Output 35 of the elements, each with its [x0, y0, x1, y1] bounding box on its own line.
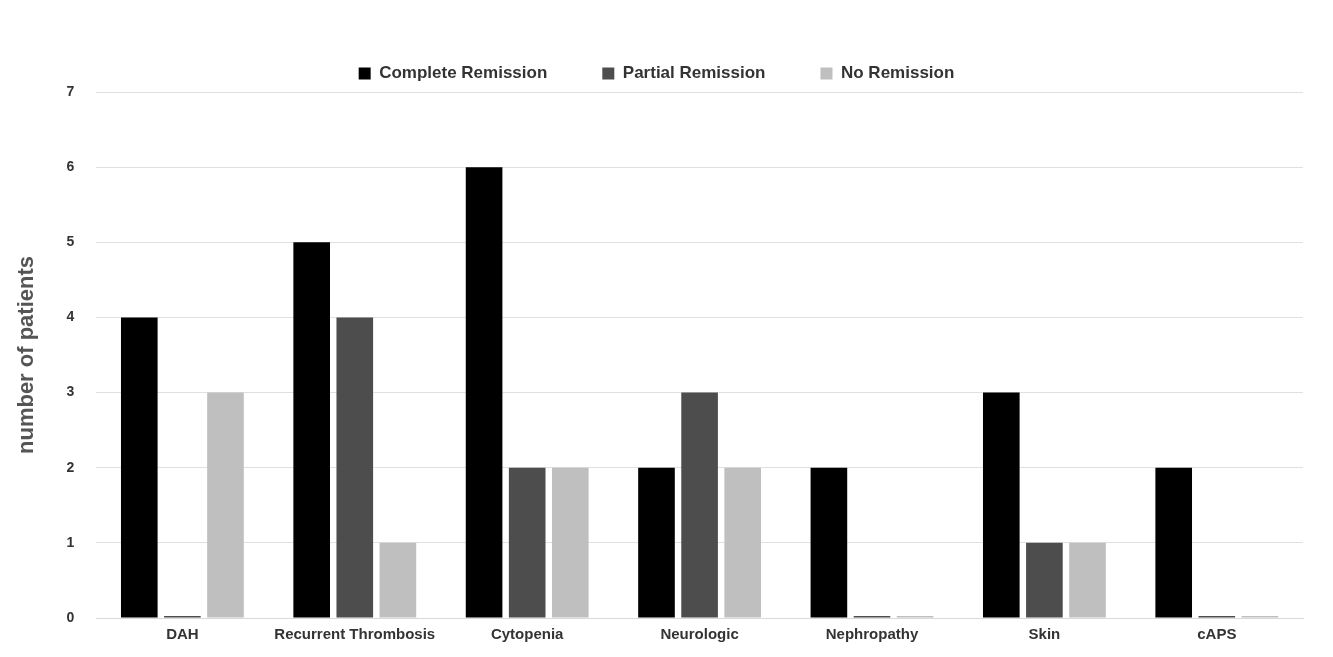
x-tick-label: Nephropathy	[825, 625, 919, 643]
bar	[551, 467, 589, 618]
legend-label: No Remission	[840, 63, 955, 83]
bar	[508, 467, 546, 618]
bar	[982, 392, 1020, 618]
x-tick-label: Neurologic	[660, 625, 739, 643]
y-tick-label: 5	[66, 233, 75, 250]
bar	[120, 317, 158, 618]
x-tick-label: Cytopenia	[490, 625, 565, 643]
x-tick-label: Skin	[1028, 625, 1061, 643]
bar	[1155, 467, 1193, 618]
bar	[336, 317, 374, 618]
y-tick-label: 2	[66, 458, 75, 475]
bar	[810, 467, 848, 618]
bar	[379, 542, 417, 618]
y-tick-label: 7	[66, 82, 75, 99]
y-tick-label: 0	[66, 608, 75, 625]
bar	[465, 167, 503, 618]
x-tick-label: DAH	[166, 625, 199, 643]
x-tick-label: cAPS	[1197, 625, 1237, 643]
y-tick-label: 6	[66, 158, 75, 174]
y-tick-label: 3	[66, 383, 75, 400]
legend-label: Partial Remission	[622, 63, 766, 83]
y-tick-label: 4	[66, 308, 75, 325]
bar	[293, 242, 331, 618]
bar	[681, 392, 718, 618]
bar	[724, 467, 762, 618]
legend-label: Complete Remission	[379, 63, 548, 83]
bar	[638, 467, 675, 618]
bar	[1026, 542, 1063, 618]
y-axis-title: number of patients	[13, 255, 39, 455]
bar	[1069, 542, 1106, 618]
x-tick-label: Recurrent Thrombosis	[274, 625, 436, 643]
y-tick-label: 1	[66, 533, 75, 550]
bar	[207, 392, 244, 618]
